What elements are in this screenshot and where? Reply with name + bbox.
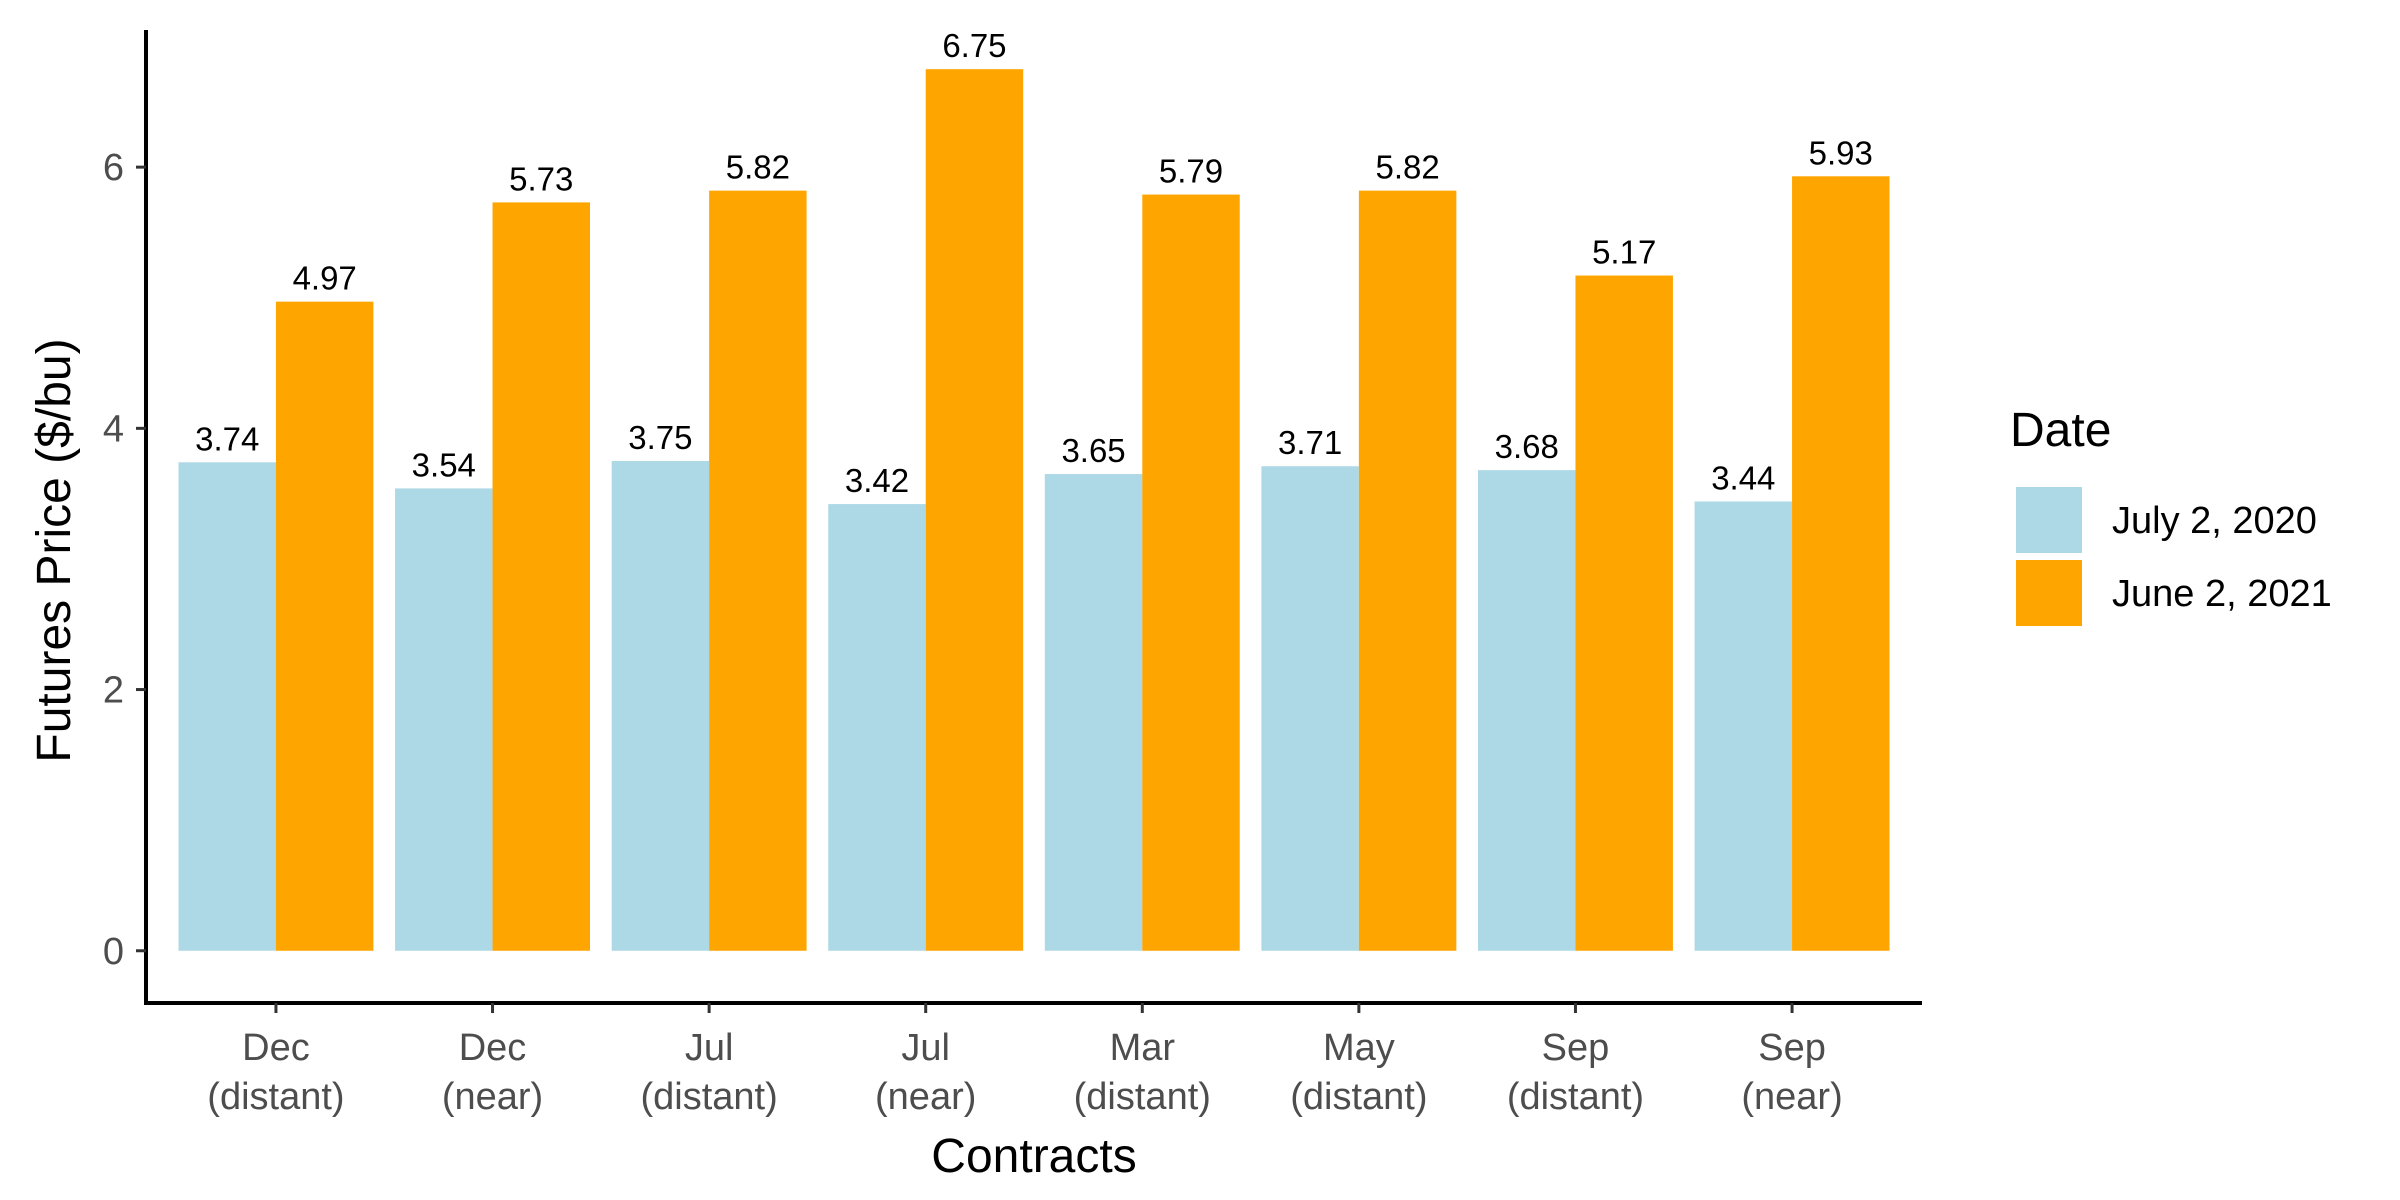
x-tick-label: (distant) bbox=[1290, 1076, 1427, 1118]
bar-value-label: 6.75 bbox=[942, 27, 1006, 64]
bar-series2-3 bbox=[925, 69, 1024, 951]
x-tick-label: (near) bbox=[1741, 1076, 1842, 1118]
x-tick-label: Dec bbox=[459, 1027, 527, 1069]
bar-value-label: 5.82 bbox=[726, 149, 790, 186]
y-tick-label: 2 bbox=[103, 670, 124, 712]
bar-value-label: 3.75 bbox=[628, 419, 692, 456]
bar-value-label: 5.73 bbox=[509, 160, 573, 197]
legend-label: June 2, 2021 bbox=[2112, 573, 2332, 615]
bar-value-label: 3.74 bbox=[195, 420, 259, 457]
bar-value-label: 3.44 bbox=[1711, 459, 1775, 496]
x-tick-label: Sep bbox=[1758, 1027, 1826, 1069]
x-tick-label: Jul bbox=[901, 1027, 950, 1069]
x-tick-label: May bbox=[1323, 1027, 1395, 1069]
bar-value-label: 3.68 bbox=[1495, 428, 1559, 465]
x-tick-label: Mar bbox=[1110, 1027, 1176, 1069]
bar-value-label: 3.42 bbox=[845, 462, 909, 499]
x-axis-title: Contracts bbox=[931, 1130, 1136, 1183]
legend-key-series2 bbox=[2016, 560, 2082, 626]
bar-value-label: 4.97 bbox=[293, 260, 357, 297]
legend: Date July 2, 2020 June 2, 2021 bbox=[2010, 404, 2332, 626]
bar-series2-1 bbox=[492, 202, 590, 951]
bar-value-label: 5.93 bbox=[1809, 134, 1873, 171]
legend-title: Date bbox=[2010, 404, 2111, 457]
x-tick-label: (distant) bbox=[207, 1076, 344, 1118]
y-tick-label: 6 bbox=[103, 147, 124, 189]
x-tick-label: (distant) bbox=[640, 1076, 777, 1118]
axes-layer: 0 2 4 6 Dec (distant) Dec (near) Jul (distant) Jul… bbox=[28, 30, 1922, 1183]
x-tick-label: (near) bbox=[442, 1076, 543, 1118]
x-tick-label: Sep bbox=[1542, 1027, 1610, 1069]
bar-series1-3 bbox=[828, 504, 926, 951]
bar-series2-4 bbox=[1142, 194, 1240, 951]
bar-series2-0 bbox=[275, 301, 374, 951]
bar-series2-6 bbox=[1575, 275, 1673, 951]
bar-series2-7 bbox=[1792, 176, 1890, 951]
x-tick-label: (distant) bbox=[1507, 1076, 1644, 1118]
x-tick-label: (distant) bbox=[1074, 1076, 1211, 1118]
bar-series1-2 bbox=[611, 460, 710, 951]
bar-series1-0 bbox=[178, 462, 276, 951]
legend-key-series1 bbox=[2016, 487, 2082, 553]
y-tick-label: 0 bbox=[103, 931, 124, 973]
y-tick-label: 4 bbox=[103, 408, 124, 450]
bar-value-label: 3.65 bbox=[1061, 432, 1125, 469]
bar-value-label: 3.54 bbox=[412, 446, 476, 483]
bar-labels-layer: 3.74 3.54 3.75 3.42 3.65 3.71 3.68 3.44 4.97 5.73… bbox=[195, 27, 1873, 499]
bar-value-label: 3.71 bbox=[1278, 424, 1342, 461]
bar-series1-5 bbox=[1261, 466, 1359, 951]
x-tick-label: (near) bbox=[875, 1076, 976, 1118]
bar-value-label: 5.17 bbox=[1592, 234, 1656, 271]
bars-layer bbox=[178, 69, 1890, 951]
x-tick-label: Dec bbox=[242, 1027, 310, 1069]
bar-series1-4 bbox=[1044, 474, 1143, 951]
bar-value-label: 5.79 bbox=[1159, 153, 1223, 190]
legend-label: July 2, 2020 bbox=[2112, 500, 2317, 542]
bar-series2-5 bbox=[1358, 190, 1457, 951]
bar-series2-2 bbox=[709, 190, 807, 951]
y-axis-title: Futures Price ($/bu) bbox=[28, 338, 81, 762]
bar-series1-6 bbox=[1478, 470, 1576, 951]
bar-series1-7 bbox=[1694, 501, 1793, 951]
x-tick-label: Jul bbox=[685, 1027, 734, 1069]
bar-value-label: 5.82 bbox=[1375, 149, 1439, 186]
bar-series1-1 bbox=[395, 488, 493, 951]
